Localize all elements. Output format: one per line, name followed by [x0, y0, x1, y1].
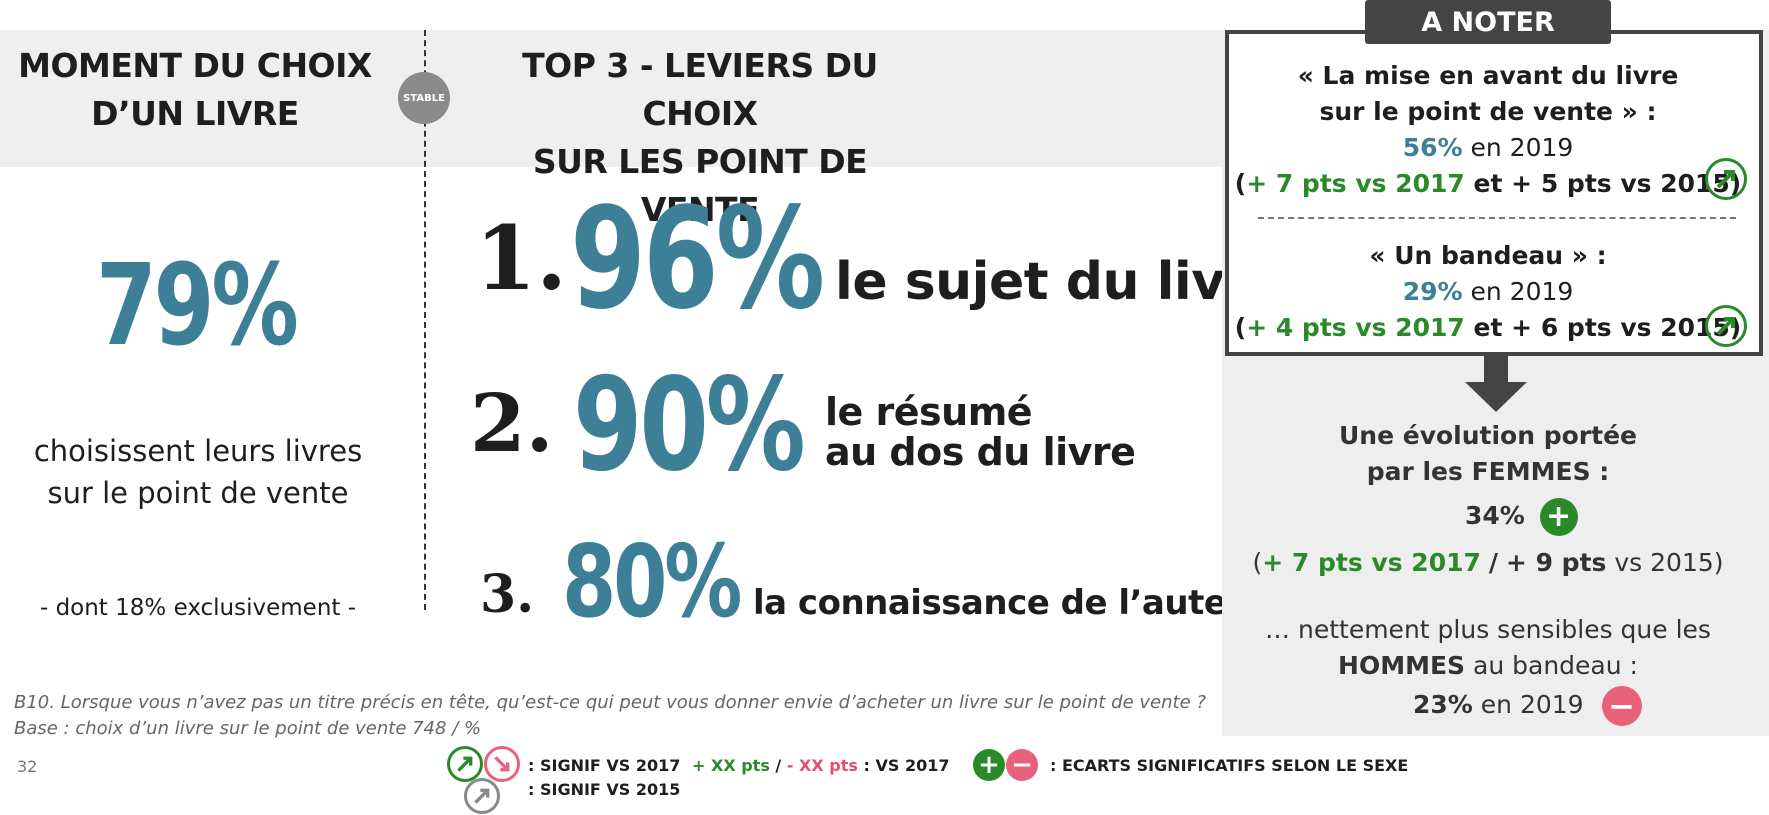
- legend-signif-2017: : SIGNIF VS 2017: [528, 756, 681, 775]
- note-q2-vs2017: + 4 pts vs 2017: [1246, 313, 1465, 342]
- note-q2-vs2015: + 6 pts vs 2015): [1511, 313, 1742, 342]
- note-q2-open: (: [1234, 313, 1247, 342]
- down-arrow-icon: [1465, 356, 1527, 412]
- legend-slash: /: [775, 756, 782, 775]
- left-description: choisissent leurs livres sur le point de…: [0, 430, 396, 514]
- femmes-value: 34%: [1465, 501, 1525, 530]
- evolution-line1: Une évolution portée: [1338, 421, 1637, 450]
- evolution-text: Une évolution portée par les FEMMES :: [1228, 418, 1748, 490]
- left-sub-text: - dont 18% exclusivement -: [39, 595, 357, 621]
- note-q2: « Un bandeau » : 29% en 2019 (+ 4 pts vs…: [1228, 238, 1748, 346]
- item-2-label-line2: au dos du livre: [825, 430, 1136, 474]
- header-band: [0, 30, 1225, 167]
- hommes-year: en 2019: [1480, 690, 1584, 719]
- femmes-evolution: (+ 7 pts vs 2017 / + 9 pts vs 2015): [1228, 545, 1748, 581]
- legend-plus-pts: + XX pts: [692, 756, 770, 775]
- plus-icon: +: [1539, 498, 1578, 536]
- hommes-line1: … nettement plus sensibles que les: [1265, 615, 1711, 644]
- item-1-label: le sujet du livre: [835, 252, 1285, 312]
- left-desc-line1: choisissent leurs livres: [33, 434, 363, 468]
- note-q1-et: et: [1473, 169, 1503, 198]
- item-3-value: 80%: [562, 523, 742, 640]
- item-2-value: 90%: [573, 351, 806, 500]
- item-1-value: 96%: [570, 178, 825, 341]
- legend-plus-icon: +: [973, 749, 1005, 781]
- legend-down-2017-icon: [484, 746, 520, 782]
- legend-minus-pts: - XX pts: [786, 756, 858, 775]
- hommes-line2: HOMMES au bandeau :: [1228, 648, 1748, 684]
- legend-up-2017-icon: [447, 746, 483, 782]
- signif-up-arrow-icon: [1705, 158, 1747, 200]
- middle-title-line1: TOP 3 - LEVIERS DU CHOIX: [522, 46, 878, 133]
- legend-signif-2015: : SIGNIF VS 2015: [528, 780, 681, 799]
- item-2-label-line1: le résumé: [825, 390, 1033, 434]
- stable-badge: STABLE: [398, 72, 450, 124]
- middle-title-line2: SUR LES POINT DE VENTE: [532, 142, 868, 229]
- hommes-label: HOMMES: [1338, 651, 1466, 680]
- legend-vs: : VS 2017: [863, 756, 950, 775]
- footnote-question: B10. Lorsque vous n’avez pas un titre pr…: [14, 692, 1206, 713]
- legend-up-2015-icon: [464, 778, 500, 814]
- note-q2-et: et: [1473, 313, 1503, 342]
- femmes-open: (: [1252, 548, 1263, 577]
- item-3-label: la connaissance de l’auteur: [753, 583, 1267, 623]
- rank-1: 1.: [475, 206, 567, 310]
- hommes-value: 23%: [1413, 690, 1473, 719]
- note-q1-line2: sur le point de vente » :: [1319, 97, 1657, 126]
- note-separator: [1258, 217, 1736, 219]
- left-title-line2: D’UN LIVRE: [91, 94, 299, 133]
- item-2-label: le résumé au dos du livre: [825, 390, 1136, 474]
- signif-up-arrow-icon: [1705, 305, 1747, 347]
- middle-title: TOP 3 - LEVIERS DU CHOIX SUR LES POINT D…: [470, 42, 930, 234]
- note-q2-evolution: (+ 4 pts vs 2017 et + 6 pts vs 2015): [1228, 310, 1748, 346]
- evolution-line2: par les FEMMES :: [1366, 457, 1610, 486]
- page-number: 32: [17, 757, 38, 776]
- note-q1-evolution: (+ 7 pts vs 2017 et + 5 pts vs 2015): [1228, 166, 1748, 202]
- note-q1-value-line: 56% en 2019: [1228, 130, 1748, 166]
- note-q2-value-line: 29% en 2019: [1228, 274, 1748, 310]
- note-tab: A NOTER: [1365, 0, 1611, 44]
- left-title-line1: MOMENT DU CHOIX: [18, 46, 372, 85]
- femmes-sep: /: [1488, 548, 1498, 577]
- note-q1-open: (: [1234, 169, 1247, 198]
- note-q1-vs2017: + 7 pts vs 2017: [1246, 169, 1465, 198]
- divider-line: [424, 30, 426, 610]
- left-big-value: 79%: [96, 241, 299, 371]
- note-q1-value: 56%: [1402, 133, 1463, 162]
- note-q2-value: 29%: [1402, 277, 1463, 306]
- minus-icon: −: [1601, 686, 1642, 726]
- femmes-vs2015-b: vs 2015): [1614, 548, 1724, 577]
- rank-3: 3.: [480, 564, 535, 625]
- legend-pts: + XX pts / - XX pts : VS 2017: [692, 756, 949, 775]
- hommes-text: … nettement plus sensibles que les HOMME…: [1228, 612, 1748, 684]
- hommes-rest: au bandeau :: [1473, 651, 1638, 680]
- note-q1-line1: « La mise en avant du livre: [1297, 61, 1679, 90]
- note-q2-year: en 2019: [1470, 277, 1574, 306]
- femmes-vs2017: + 7 pts vs 2017: [1262, 548, 1481, 577]
- legend-minus-icon: −: [1006, 749, 1038, 781]
- note-q1-year: en 2019: [1470, 133, 1574, 162]
- femmes-value-line: 34% +: [1465, 498, 1578, 536]
- rank-2: 2.: [470, 376, 554, 470]
- left-desc-line2: sur le point de vente: [47, 476, 349, 510]
- legend-ecarts: : ECARTS SIGNIFICATIFS SELON LE SEXE: [1050, 756, 1409, 775]
- femmes-vs2015-a: + 9 pts: [1505, 548, 1607, 577]
- note-q2-line1: « Un bandeau » :: [1369, 241, 1607, 270]
- footnote-base: Base : choix d’un livre sur le point de …: [14, 718, 482, 739]
- left-title: MOMENT DU CHOIX D’UN LIVRE: [0, 42, 390, 138]
- hommes-value-line: 23% en 2019 −: [1413, 686, 1642, 726]
- note-q1-vs2015: + 5 pts vs 2015): [1511, 169, 1742, 198]
- note-q1: « La mise en avant du livre sur le point…: [1228, 58, 1748, 202]
